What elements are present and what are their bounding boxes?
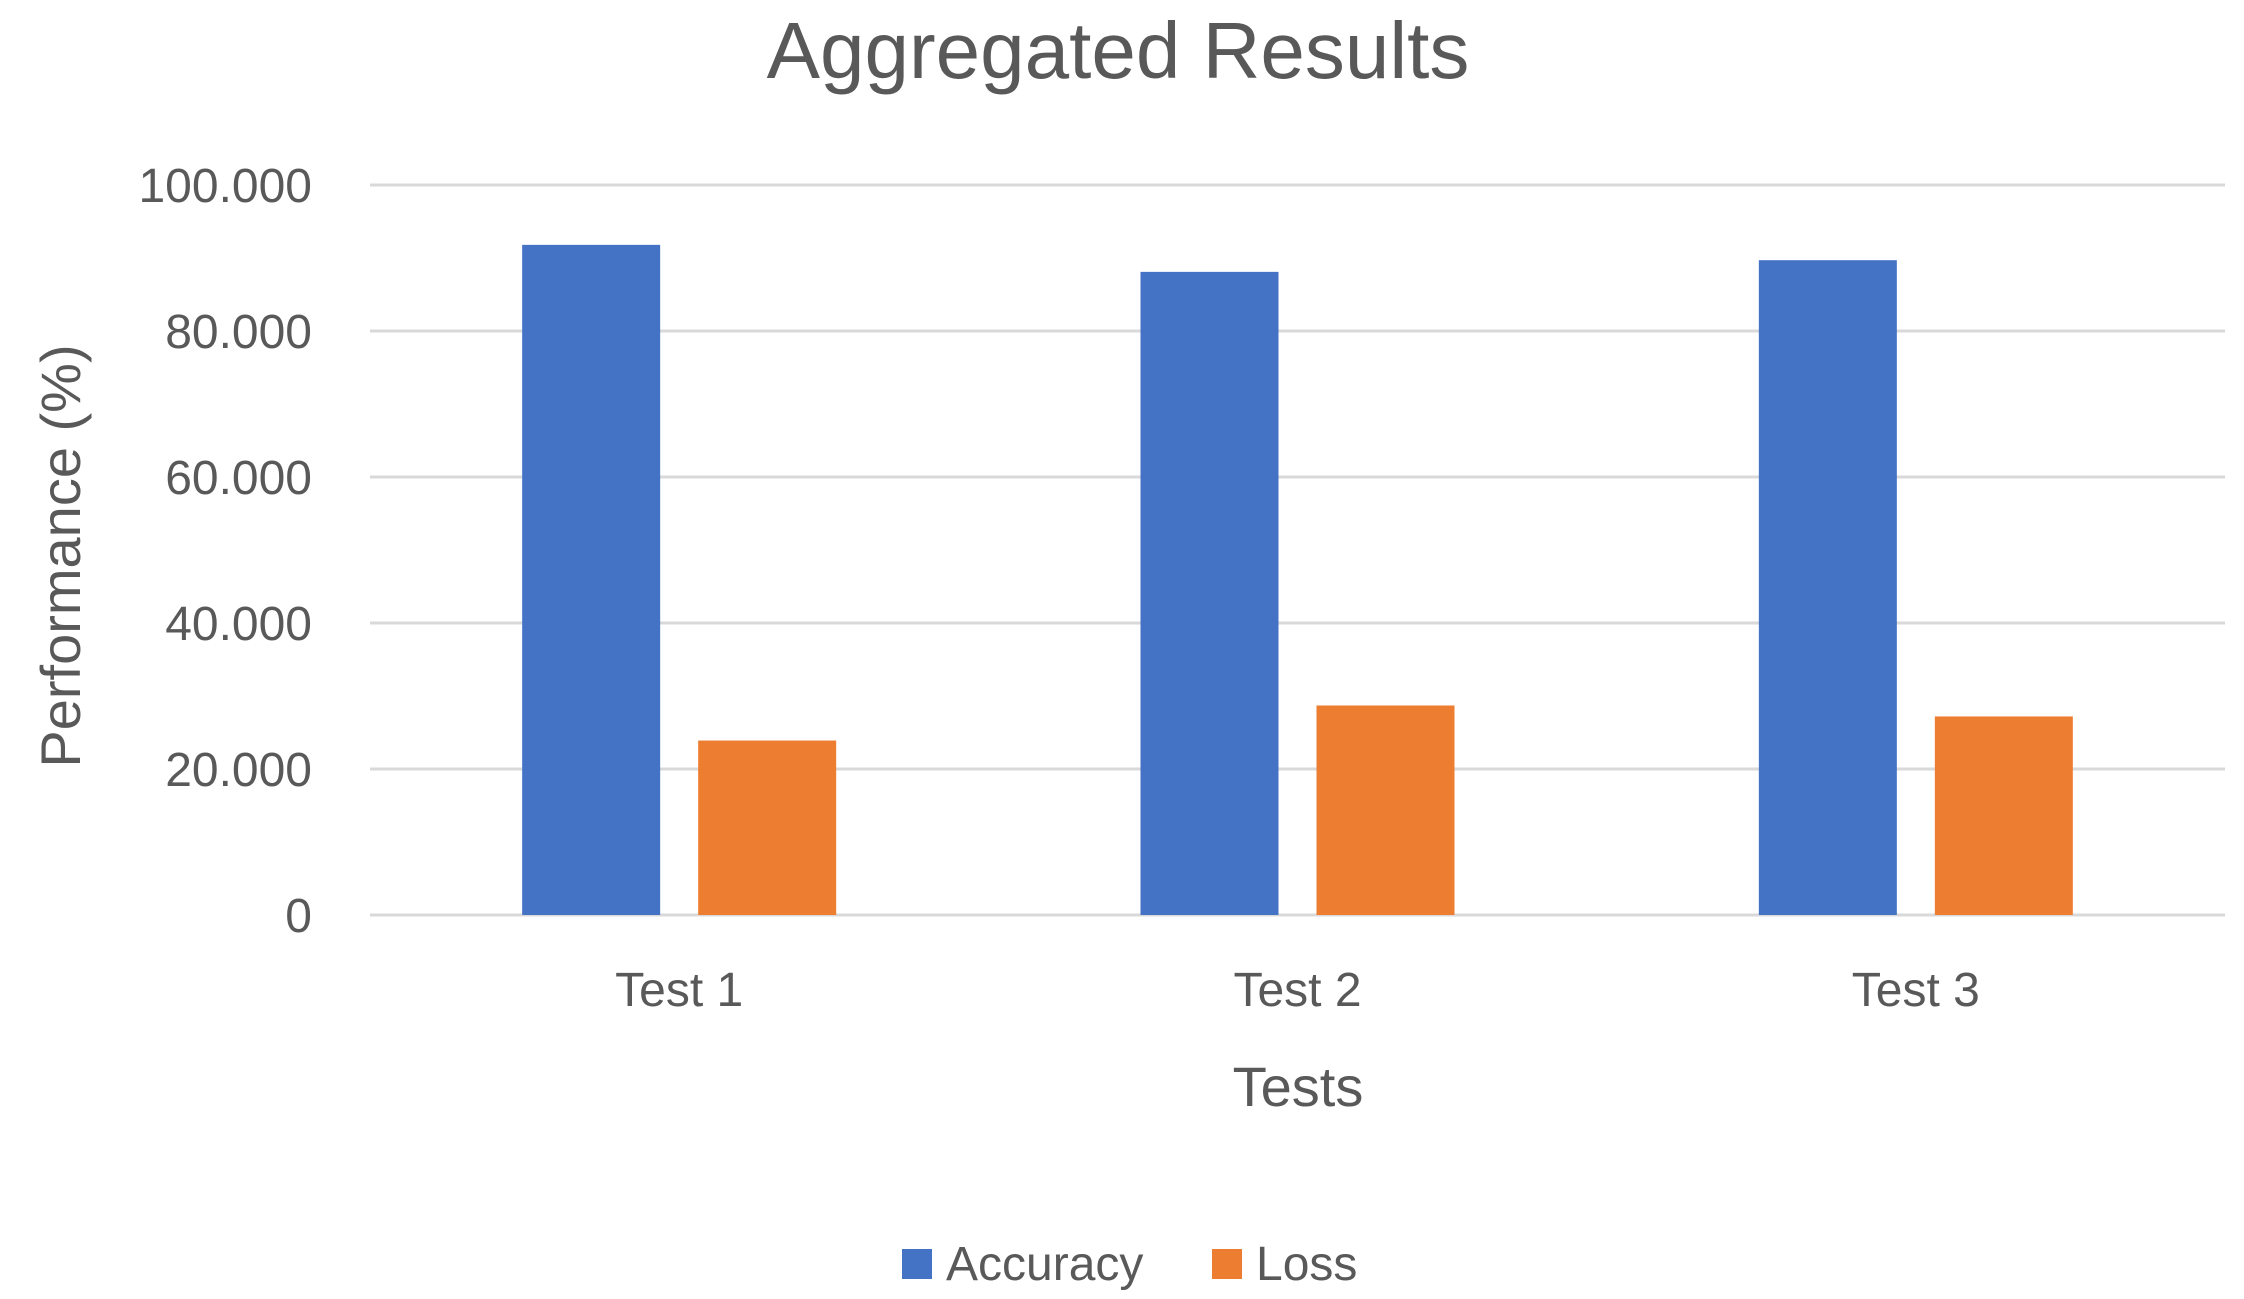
y-tick-label: 60.000 <box>165 452 312 505</box>
legend-label-loss: Loss <box>1256 1238 1357 1291</box>
bar-accuracy-test-3 <box>1758 260 1897 915</box>
y-tick-label: 0 <box>285 890 312 943</box>
y-tick-label: 100.000 <box>138 160 312 213</box>
legend-label-accuracy: Accuracy <box>946 1238 1143 1291</box>
x-axis-title: Tests <box>1233 1055 1364 1118</box>
bars <box>522 244 2073 916</box>
bar-accuracy-test-1 <box>522 244 661 916</box>
y-tick-label: 20.000 <box>165 744 312 797</box>
chart-title: Aggregated Results <box>767 6 1470 95</box>
y-axis-title: Performance (%) <box>29 344 92 767</box>
x-tick-label: Test 2 <box>1233 964 1361 1017</box>
x-tick-label: Test 1 <box>615 964 743 1017</box>
legend: Accuracy Loss <box>902 1238 1357 1291</box>
legend-swatch-loss <box>1212 1249 1242 1279</box>
bar-loss-test-1 <box>698 740 837 915</box>
y-axis-tick-labels: 0 20.000 40.000 60.000 80.000 100.000 <box>138 160 312 943</box>
bar-loss-test-3 <box>1934 716 2073 915</box>
bar-loss-test-2 <box>1316 705 1455 915</box>
x-axis-tick-labels: Test 1 Test 2 Test 3 <box>615 964 1980 1017</box>
legend-swatch-accuracy <box>902 1249 932 1279</box>
y-tick-label: 80.000 <box>165 306 312 359</box>
y-tick-label: 40.000 <box>165 598 312 651</box>
bar-accuracy-test-2 <box>1140 271 1279 915</box>
x-tick-label: Test 3 <box>1852 964 1980 1017</box>
gridlines <box>370 183 2225 917</box>
